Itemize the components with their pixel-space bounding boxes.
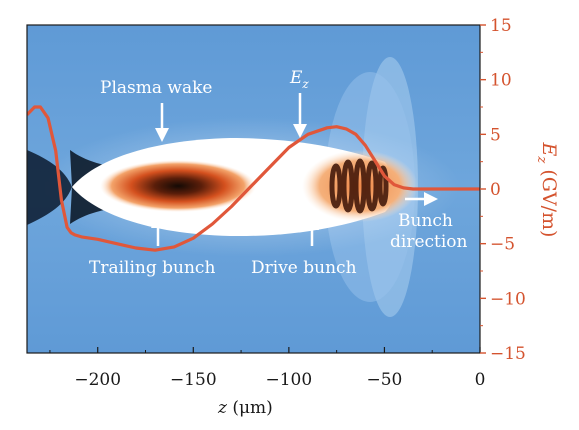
y-tick-label: 10 [490, 71, 512, 91]
y-tick-label: 0 [490, 180, 501, 200]
ez-arrow [293, 93, 307, 138]
y-tick-label: −10 [490, 289, 526, 309]
x-tick-label: −200 [74, 370, 121, 390]
drive-bunch-label: Drive bunch [251, 258, 357, 278]
trailing-bunch-arrow [151, 214, 165, 246]
y-tick-label: −15 [490, 344, 526, 364]
bunch-direction-label-2: direction [390, 232, 468, 252]
y-tick-label: −5 [490, 235, 515, 255]
ez-label: Ez [289, 68, 309, 91]
trailing-bunch-label: Trailing bunch [89, 258, 215, 278]
plasma-wake-label: Plasma wake [100, 78, 212, 98]
trailing-bunch-blob [100, 160, 256, 212]
field-map [27, 25, 480, 353]
x-axis-ticks: −200 −150 −100 −50 0 [49, 347, 486, 390]
y-tick-label: 15 [490, 16, 512, 36]
x-tick-label: 0 [475, 370, 486, 390]
drive-bunch-rings [329, 158, 389, 214]
right-y-axis-label: Ez (GV/m) [534, 142, 560, 238]
x-axis-label: z (μm) [217, 398, 273, 418]
drive-bunch-blob [302, 150, 418, 222]
drive-bunch-arrow [305, 216, 319, 246]
bunch-direction-label-1: Bunch [398, 211, 453, 231]
right-y-axis-ticks: 15 10 5 0 −5 −10 −15 [480, 16, 526, 364]
x-tick-label: −100 [266, 370, 313, 390]
bunch-direction-arrow [405, 192, 438, 206]
dark-edge-left [27, 150, 72, 225]
plasma-wake-arrow [155, 103, 169, 142]
y-tick-label: 5 [490, 125, 501, 145]
x-tick-label: −150 [170, 370, 217, 390]
x-tick-label: −50 [366, 370, 402, 390]
ez-field-curve [27, 105, 480, 252]
